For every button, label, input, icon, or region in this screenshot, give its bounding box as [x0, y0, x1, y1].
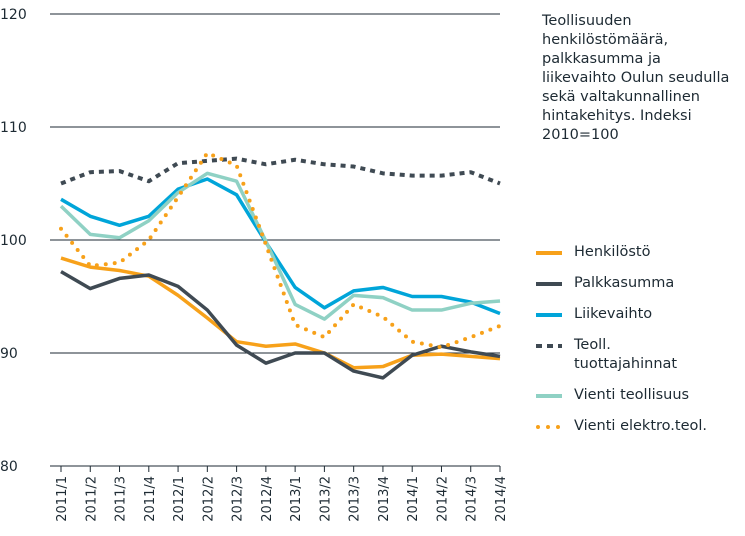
x-tick-label: 2013/3: [348, 476, 363, 522]
chart-title: Teollisuuden henkilöstömäärä, palkkasumm…: [542, 13, 730, 143]
x-tick-label: 2013/2: [318, 476, 333, 522]
legend-label: Vienti elektro.teol.: [574, 418, 707, 434]
legend-swatch: [536, 282, 562, 286]
legend-item: Henkilöstö: [534, 243, 739, 262]
legend-swatch: [536, 425, 564, 429]
x-tick-label: 2012/3: [231, 476, 246, 522]
chart: 80 90 100 110 120 2011/1 2011/2 2011/3 2011/4 201…: [0, 7, 509, 522]
legend-label: Vienti teollisuus: [574, 387, 690, 403]
x-tick-label: 2014/3: [465, 476, 480, 522]
legend-item: Teoll. tuottajahinnat: [534, 336, 739, 374]
y-tick-label: 80: [0, 459, 18, 475]
y-tick-label: 120: [0, 7, 27, 23]
x-tick-label: 2012/4: [260, 476, 275, 522]
legend-swatch: [536, 313, 562, 317]
series-line: [59, 150, 502, 350]
x-tick-label: 2011/2: [84, 476, 99, 522]
y-tick-label: 100: [0, 233, 27, 249]
x-tick-label: 2013/4: [377, 476, 392, 522]
legend-item: Vienti elektro.teol.: [534, 417, 739, 436]
x-tick-label: 2014/4: [494, 476, 509, 522]
series-line: [60, 156, 501, 186]
legend-label: Liikevaihto: [574, 306, 653, 322]
x-tick-label: 2012/1: [172, 476, 187, 522]
series-line: [60, 256, 501, 370]
x-tick-label: 2012/2: [201, 476, 216, 522]
x-tick-label: 2011/3: [114, 476, 129, 522]
series-line: [59, 171, 501, 321]
y-tick-label: 110: [0, 120, 27, 136]
legend-label: Palkkasumma: [574, 275, 675, 291]
legend-swatch: [536, 344, 562, 348]
x-tick-label: 2011/1: [55, 476, 70, 522]
legend-label: Teoll. tuottajahinnat: [574, 337, 678, 372]
x-tick-label: 2014/1: [406, 476, 421, 522]
legend-label: Henkilöstö: [574, 244, 651, 260]
series-line: [60, 177, 501, 316]
x-tick-label: 2013/1: [289, 476, 304, 522]
x-tick-label: 2014/2: [435, 476, 450, 522]
series-line: [60, 270, 501, 380]
legend-item: Liikevaihto: [534, 305, 739, 324]
x-tick-label: 2011/4: [143, 476, 158, 522]
legend-item: Palkkasumma: [534, 274, 739, 293]
y-tick-label: 90: [0, 346, 18, 362]
legend-item: Vienti teollisuus: [534, 386, 739, 405]
legend-swatch: [536, 394, 562, 398]
legend: Henkilöstö Palkkasumma Liikevaihto Teoll. t…: [534, 243, 739, 448]
legend-swatch: [536, 251, 562, 255]
